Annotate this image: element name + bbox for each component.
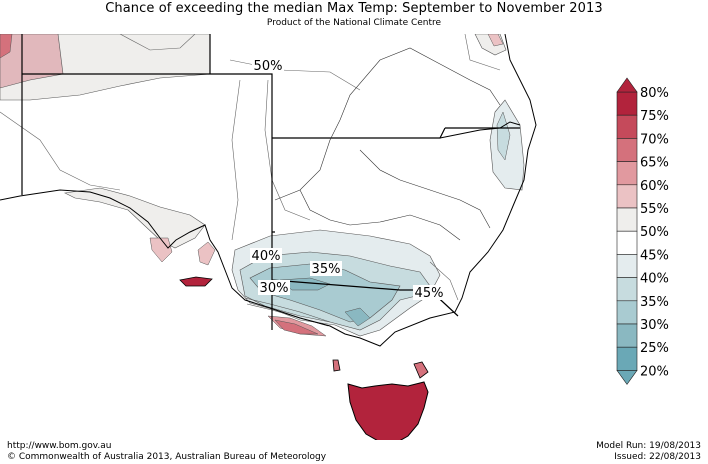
legend-label: 70% <box>640 132 669 147</box>
legend-label: 35% <box>640 295 669 310</box>
contour-label-50: 50% <box>254 59 283 74</box>
footer-issued: Issued: 22/08/2013 <box>614 452 701 462</box>
legend-bottom-arrow <box>616 370 638 385</box>
contour-50-line <box>0 59 361 241</box>
legend-swatch <box>616 138 638 162</box>
footer-left: http://www.bom.gov.au © Commonwealth of … <box>7 441 326 463</box>
legend-swatch <box>616 91 638 116</box>
region-outlines <box>274 47 501 241</box>
legend-label: 30% <box>640 318 669 333</box>
nsw-qld-border <box>439 121 521 139</box>
legend-swatch <box>616 207 638 232</box>
legend-swatch <box>616 230 638 255</box>
contour-label-45: 45% <box>415 286 444 301</box>
footer-right: Model Run: 19/08/2013 Issued: 22/08/2013 <box>596 441 701 463</box>
legend-swatch <box>616 184 638 209</box>
contour-45-east <box>429 261 459 301</box>
contour-south-coast-1 <box>244 297 331 323</box>
contour-label-30: 30% <box>260 281 289 296</box>
legend-label: 40% <box>640 272 669 287</box>
legend-label: 55% <box>640 202 669 217</box>
legend: 80% 75% 70% 65% 60% 55% 50% 45% 40% 35% 30% 25% 20% <box>616 77 669 385</box>
tasmania <box>347 381 429 440</box>
shade-60-north-east <box>487 34 504 47</box>
shade-60-eyre <box>149 237 173 263</box>
footer-url: http://www.bom.gov.au <box>7 441 112 451</box>
king-island <box>332 359 341 372</box>
shade-65-victoria <box>274 319 319 335</box>
legend-label: 80% <box>640 86 669 101</box>
shade-30-victoria <box>344 307 371 327</box>
legend-label: 20% <box>640 364 669 379</box>
flinders-island <box>413 361 429 379</box>
legend-label: 45% <box>640 248 669 263</box>
contour-label-40: 40% <box>252 249 281 264</box>
legend-swatch <box>616 114 638 139</box>
contour-label-35: 35% <box>312 262 341 277</box>
legend-label: 25% <box>640 341 669 356</box>
shade-65-north-west <box>0 34 13 59</box>
shade-35-east-coast <box>496 111 511 161</box>
shade-55-south-coast <box>64 187 206 249</box>
kangaroo-island <box>179 276 213 287</box>
legend-swatch <box>616 254 638 278</box>
legend-swatch <box>616 300 638 325</box>
legend-label: 65% <box>640 156 669 171</box>
contour-50-east <box>119 34 501 71</box>
contour-labels: 50% 40% 35% 30% 45% <box>250 58 445 301</box>
legend-swatch <box>616 346 638 371</box>
map-title: Chance of exceeding the median Max Temp:… <box>105 1 603 16</box>
shade-60-yorke <box>197 241 216 266</box>
legend-swatch <box>616 277 638 302</box>
map-subtitle: Product of the National Climate Centre <box>266 18 442 28</box>
footer-copyright: © Commonwealth of Australia 2013, Austra… <box>7 452 327 462</box>
legend-label: 50% <box>640 225 669 240</box>
legend-label: 75% <box>640 109 669 124</box>
legend-swatch <box>616 323 638 348</box>
legend-label: 60% <box>640 179 669 194</box>
footer-model-run: Model Run: 19/08/2013 <box>596 441 701 451</box>
legend-swatch <box>616 161 638 186</box>
legend-top-arrow <box>616 77 638 93</box>
coastline <box>0 34 537 347</box>
